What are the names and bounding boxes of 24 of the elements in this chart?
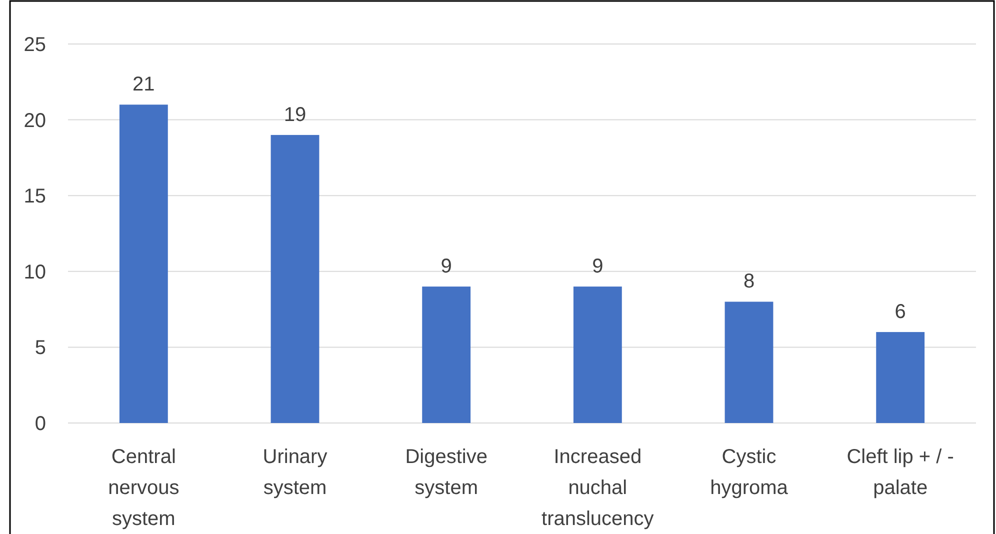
x-tick-label: Cleft lip + / - palate xyxy=(846,446,954,499)
y-tick-label: 20 xyxy=(24,110,46,132)
x-tick-label: Increased nuchal translucency xyxy=(542,446,654,530)
bar xyxy=(724,302,774,423)
bar xyxy=(876,332,925,423)
data-label: 21 xyxy=(132,74,155,96)
y-tick-label: 15 xyxy=(24,186,46,208)
y-tick-label: 5 xyxy=(34,337,46,360)
bar xyxy=(573,286,622,423)
x-tick-label: Digestive system xyxy=(405,446,488,499)
x-tick-label: Urinary system xyxy=(262,446,328,499)
data-label: 8 xyxy=(743,270,755,293)
bar xyxy=(119,104,168,423)
data-label: 19 xyxy=(284,104,306,126)
y-tick-label: 25 xyxy=(24,34,46,56)
bar xyxy=(270,134,320,423)
x-tick-label: Central nervous system xyxy=(108,446,180,530)
data-label: 6 xyxy=(894,301,906,324)
x-tick-label: Cystic hygroma xyxy=(710,446,789,499)
y-tick-label: 10 xyxy=(24,261,46,284)
data-label: 9 xyxy=(440,256,452,278)
bar xyxy=(422,286,471,423)
y-tick-label: 0 xyxy=(34,413,46,435)
data-label: 9 xyxy=(592,256,604,278)
